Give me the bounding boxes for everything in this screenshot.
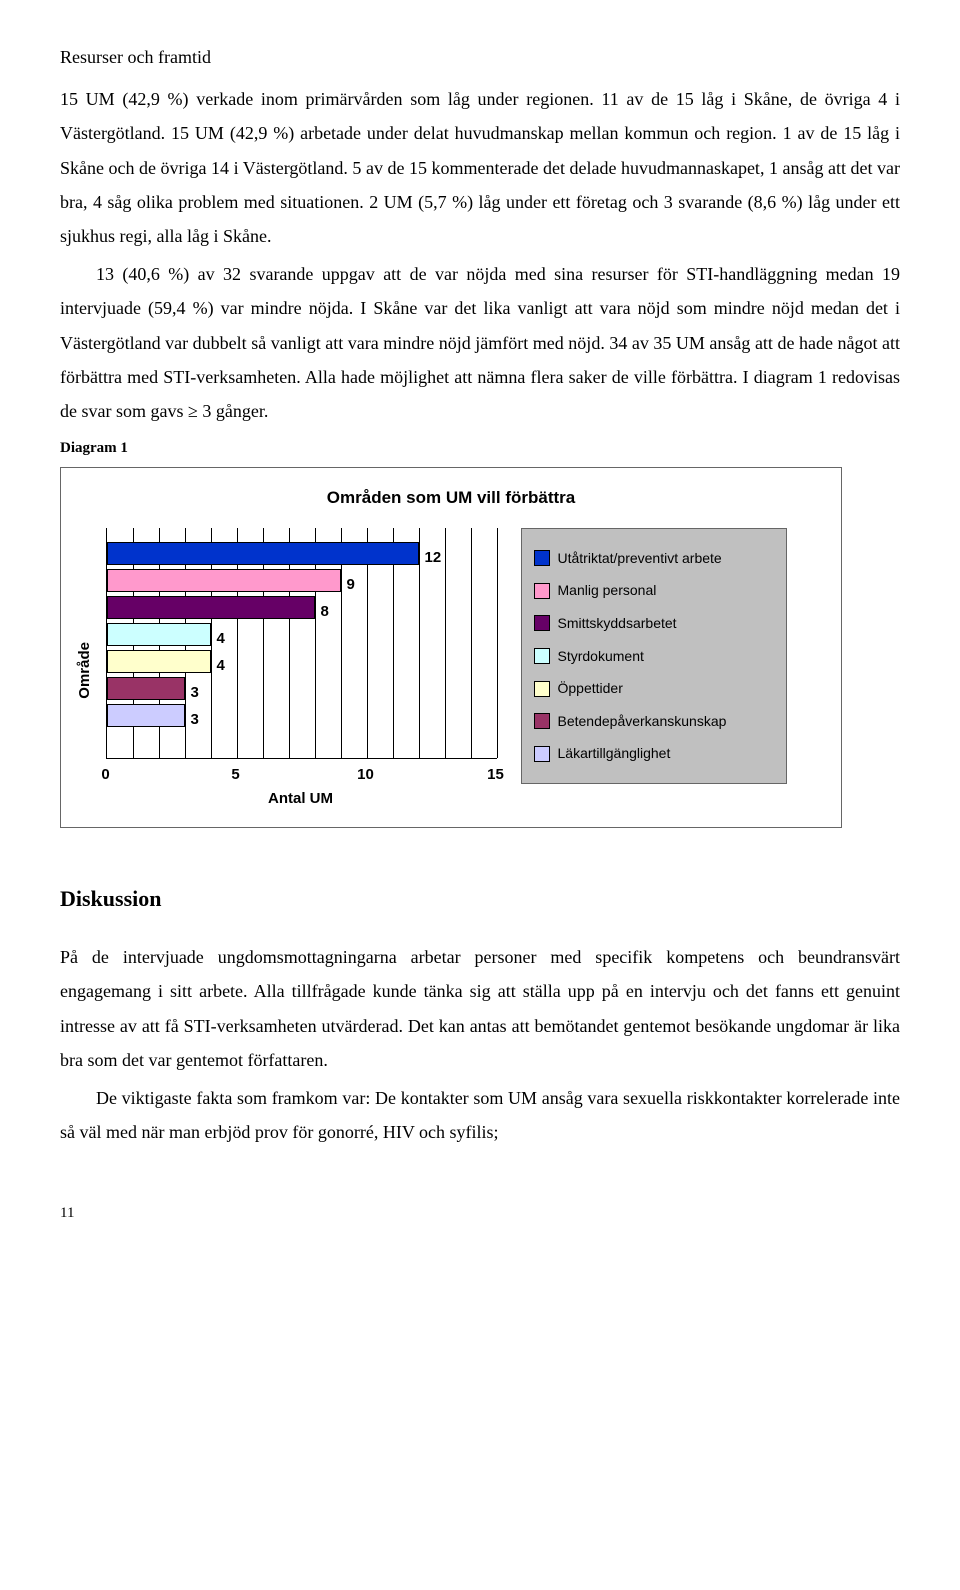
bar-value-label: 3 [191,706,199,735]
legend-swatch [534,648,550,664]
x-tick: 0 [101,761,109,790]
bar-value-label: 9 [347,571,355,600]
legend-swatch [534,615,550,631]
section-title: Resurser och framtid [60,40,900,74]
discussion-heading: Diskussion [60,878,900,920]
legend-item: Läkartillgänglighet [534,740,774,767]
bar [107,677,185,700]
bar-value-label: 8 [321,598,329,627]
chart-title: Områden som UM vill förbättra [71,482,831,514]
bar [107,569,341,592]
bar [107,650,211,673]
legend-label: Styrdokument [558,643,644,670]
chart-body: Område 12984433 051015 Antal UM Utåtrikt… [71,528,831,814]
legend-label: Utåtriktat/preventivt arbete [558,545,722,572]
bar [107,596,315,619]
bar-value-label: 3 [191,679,199,708]
bar [107,542,419,565]
y-axis-label: Område [71,642,100,699]
grid-line [445,528,446,758]
legend-item: Manlig personal [534,577,774,604]
legend-item: Öppettider [534,675,774,702]
paragraph-4: De viktigaste fakta som framkom var: De … [60,1081,900,1149]
bar [107,704,185,727]
paragraph-2: 13 (40,6 %) av 32 svarande uppgav att de… [60,257,900,428]
legend-item: Utåtriktat/preventivt arbete [534,545,774,572]
legend-label: Smittskyddsarbetet [558,610,677,637]
legend-label: Öppettider [558,675,623,702]
legend-item: Betendepåverkanskunskap [534,708,774,735]
grid-line [471,528,472,758]
legend-label: Manlig personal [558,577,657,604]
paragraph-3: På de intervjuade ungdomsmottagningarna … [60,940,900,1077]
bar-value-label: 4 [217,652,225,681]
x-axis-label: Antal UM [106,785,496,814]
legend-swatch [534,746,550,762]
legend-swatch [534,550,550,566]
x-tick: 10 [357,761,374,790]
page-number: 11 [60,1199,900,1228]
legend-swatch [534,713,550,729]
legend-item: Styrdokument [534,643,774,670]
plot-area: 12984433 [106,528,497,759]
paragraph-1: 15 UM (42,9 %) verkade inom primärvården… [60,82,900,253]
bar-value-label: 12 [425,544,442,573]
diagram-label: Diagram 1 [60,434,900,463]
grid-line [419,528,420,758]
legend: Utåtriktat/preventivt arbete Manlig perso… [521,528,787,784]
chart-frame: Områden som UM vill förbättra Område 12 9… [60,467,842,829]
plot-wrap: 12984433 051015 Antal UM [106,528,497,814]
legend-item: Smittskyddsarbetet [534,610,774,637]
x-tick: 15 [487,761,504,790]
x-axis: 051015 [106,759,496,779]
legend-label: Läkartillgänglighet [558,740,671,767]
x-tick: 5 [231,761,239,790]
bar-value-label: 4 [217,625,225,654]
grid-line [497,528,498,758]
legend-swatch [534,583,550,599]
bar [107,623,211,646]
legend-swatch [534,681,550,697]
legend-label: Betendepåverkanskunskap [558,708,727,735]
